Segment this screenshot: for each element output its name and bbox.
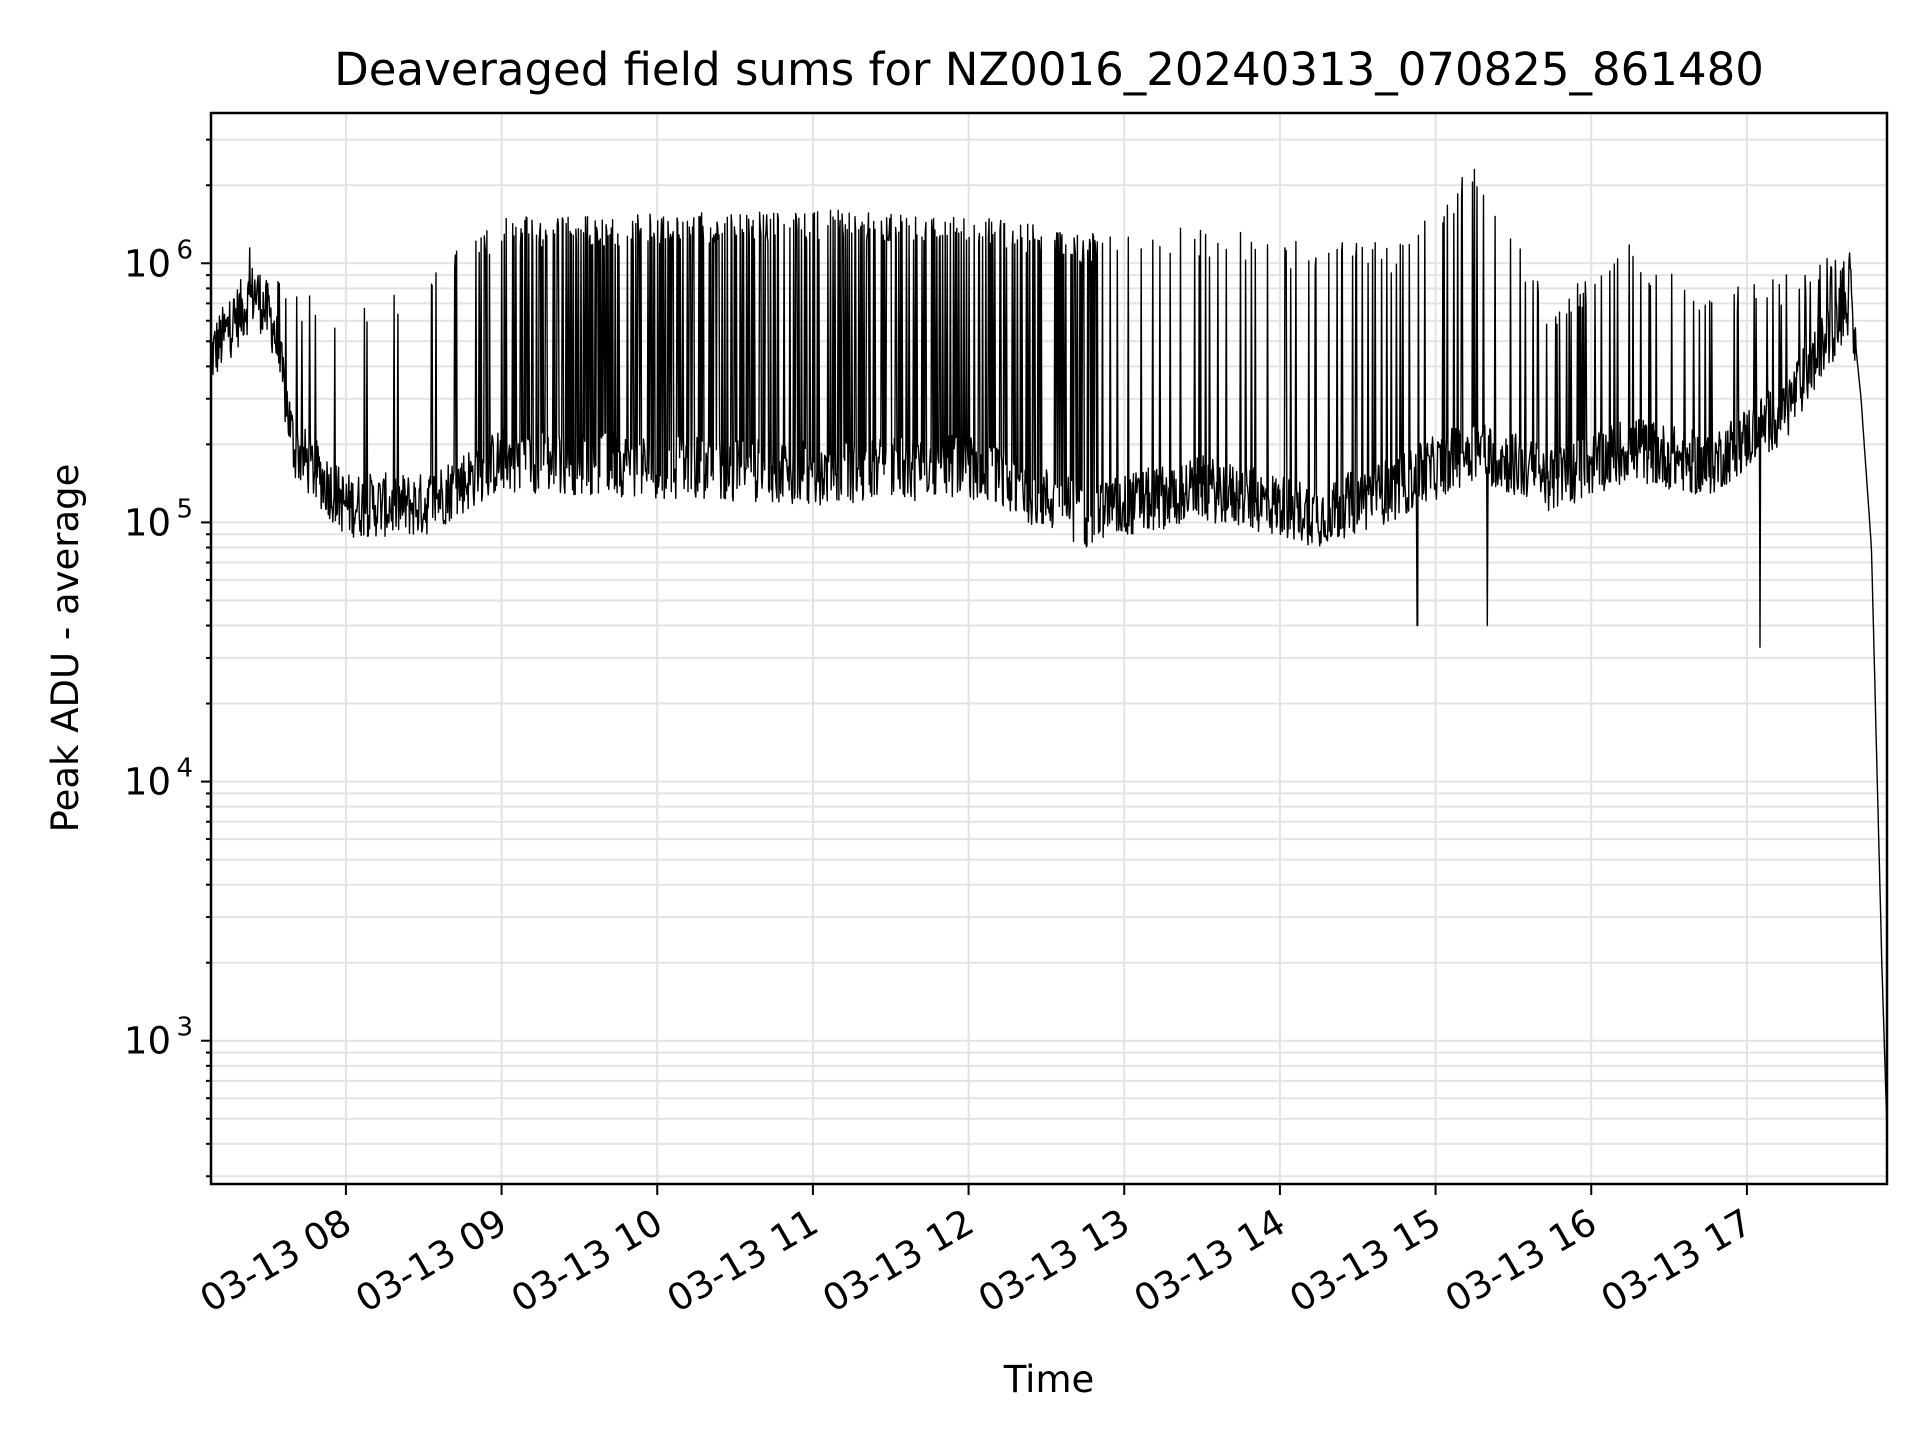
y-tick-exponent: 3 [176,1013,193,1043]
plot-frame [209,111,1889,1186]
x-tick-label: 03-13 16 [1438,1201,1604,1321]
y-tick-label: 10 [124,761,171,804]
y-axis-label: Peak ADU - average [44,464,87,833]
series-line [210,168,1888,1131]
x-tick-label: 03-13 10 [504,1201,670,1321]
x-tick-label: 03-13 17 [1594,1201,1760,1321]
x-tick-label: 03-13 09 [349,1201,515,1321]
x-axis-label: Time [1003,1358,1095,1401]
chart-title: Deaveraged field sums for NZ0016_2024031… [334,43,1764,96]
x-tick-label: 03-13 12 [816,1201,982,1321]
y-tick-exponent: 4 [176,754,193,784]
y-tick-exponent: 5 [176,494,193,524]
x-tick-label: 03-13 13 [971,1201,1137,1321]
x-tick-label: 03-13 11 [660,1201,826,1321]
x-tick-label: 03-13 15 [1282,1201,1448,1321]
series [210,168,1888,1131]
y-tick-label: 10 [124,242,171,285]
y-tick-label: 10 [124,501,171,544]
y-tick-label: 10 [124,1020,171,1063]
y-tick-exponent: 6 [176,235,193,265]
x-tick-label: 03-13 14 [1127,1201,1293,1321]
x-tick-label: 03-13 08 [193,1201,359,1321]
grid [211,113,1887,1184]
